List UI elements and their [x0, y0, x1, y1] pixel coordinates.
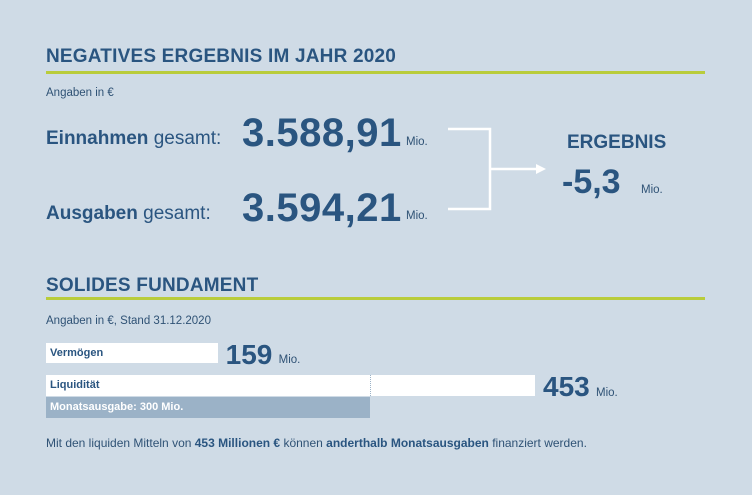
- bar-vermoegen: [46, 343, 218, 363]
- result-value: -5,3: [562, 163, 621, 201]
- bracket-arrow-icon: [448, 127, 546, 211]
- bar-liquiditaet: [46, 375, 535, 396]
- bar-unit-liquiditaet: Mio.: [596, 387, 618, 399]
- footer-bold-1: 453 Millionen €: [194, 436, 281, 450]
- bar-label-liquiditaet: Liquidität: [50, 379, 100, 391]
- result-label: ERGEBNIS: [567, 132, 667, 153]
- income-value: 3.588,91: [242, 111, 402, 155]
- section-divider: [46, 71, 705, 74]
- footer-bold-2: anderthalb Monatsausgaben: [326, 436, 489, 450]
- income-label-rest: gesamt:: [153, 128, 222, 149]
- monthly-expense-marker: [369, 375, 371, 396]
- bar-value-liquiditaet: 453: [543, 371, 590, 402]
- expenses-unit: Mio.: [406, 210, 428, 222]
- income-label: Einnahmen gesamt:: [46, 128, 221, 150]
- section-divider: [46, 297, 705, 300]
- expenses-label: Ausgaben gesamt:: [46, 203, 211, 225]
- units-note-2: Angaben in €, Stand 31.12.2020: [46, 315, 211, 327]
- expenses-label-bold: Ausgaben: [46, 203, 138, 224]
- result-unit: Mio.: [641, 184, 663, 196]
- expenses-label-rest: gesamt:: [143, 203, 211, 224]
- section-title-result: NEGATIVES ERGEBNIS IM JAHR 2020: [46, 46, 397, 67]
- footer-text-1: Mit den liquiden Mitteln von: [46, 436, 195, 450]
- bar-label-monatsausgabe: Monatsausgabe: 300 Mio.: [50, 401, 184, 413]
- income-label-bold: Einnahmen: [46, 128, 149, 149]
- footer-text-3: finanziert werden.: [488, 436, 587, 450]
- expenses-value: 3.594,21: [242, 186, 402, 230]
- footer-text-2: können: [280, 436, 327, 450]
- bar-value-vermoegen: 159: [225, 339, 273, 370]
- footer-note: Mit den liquiden Mitteln von 453 Million…: [46, 436, 587, 450]
- income-unit: Mio.: [406, 136, 428, 148]
- bar-monatsausgabe: [46, 397, 370, 418]
- units-note: Angaben in €: [46, 87, 114, 99]
- bar-label-vermoegen: Vermögen: [50, 347, 104, 359]
- bar-unit-vermoegen: Mio.: [278, 354, 301, 366]
- section-title-foundation: SOLIDES FUNDAMENT: [46, 275, 259, 296]
